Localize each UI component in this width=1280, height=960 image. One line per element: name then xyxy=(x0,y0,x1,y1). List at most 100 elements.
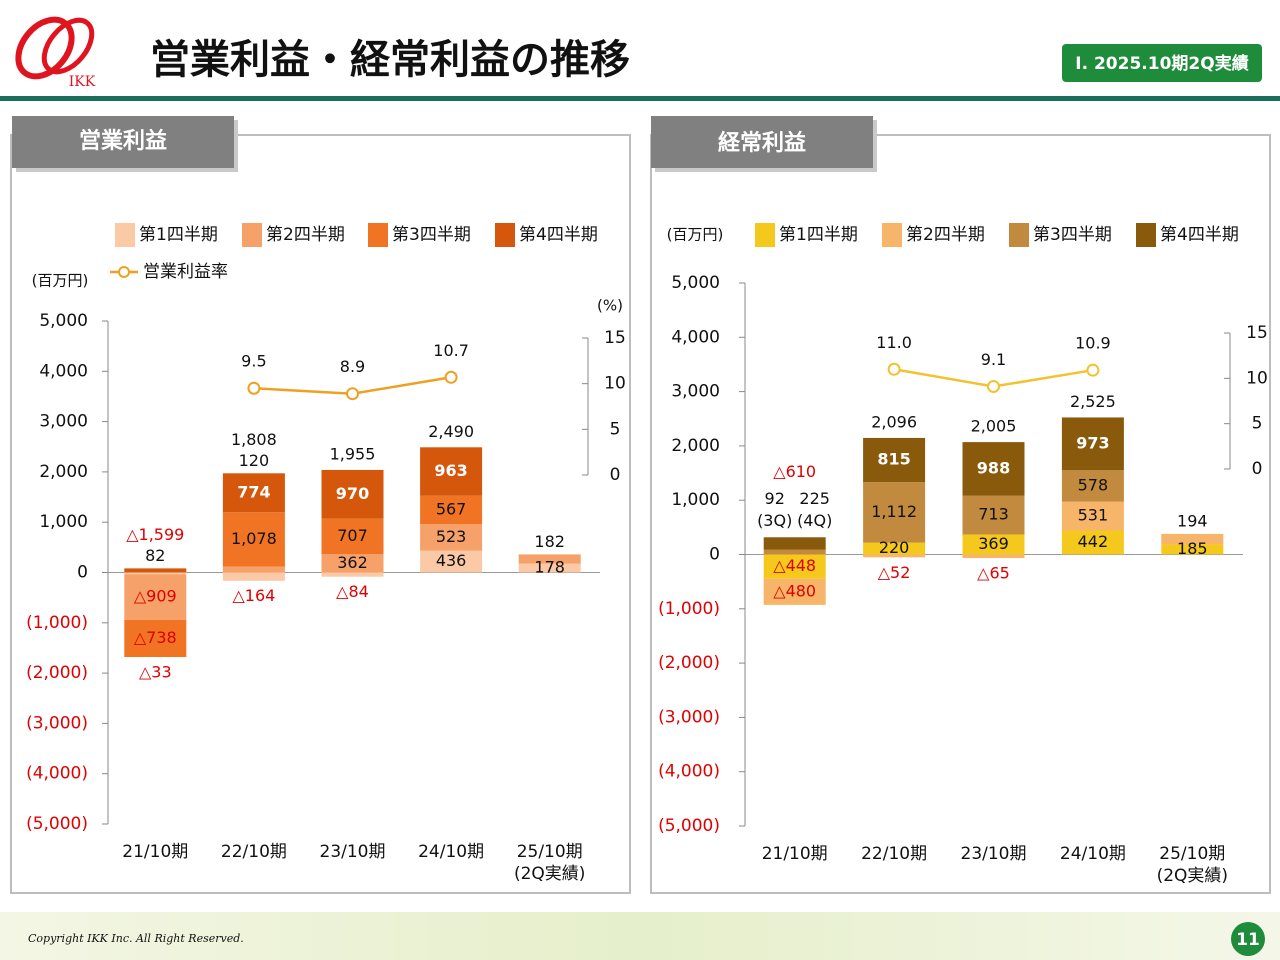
logo-text: IKK xyxy=(69,74,96,90)
x-tick-label: 21/10期 xyxy=(122,842,188,862)
x-tick-label: 21/10期 xyxy=(762,844,828,864)
data-label: △164 xyxy=(232,586,275,605)
bar-segment xyxy=(420,550,483,573)
data-label: 362 xyxy=(337,553,368,572)
data-label: △480 xyxy=(773,581,816,600)
line-label: 10.9 xyxy=(1075,334,1111,353)
bar-segment xyxy=(962,442,1025,496)
y-axis-label: (百万円) xyxy=(32,272,89,290)
y-tick-label: 3,000 xyxy=(39,412,88,432)
data-label: 713 xyxy=(978,505,1009,524)
legend-label: 第2四半期 xyxy=(266,225,345,245)
x-tick-label: 23/10期 xyxy=(320,842,386,862)
legend-swatch xyxy=(115,223,135,247)
y-tick-label: (3,000) xyxy=(658,707,720,727)
legend-marker xyxy=(118,266,130,278)
annotation: (3Q) xyxy=(757,511,792,530)
bar-segment xyxy=(518,563,581,573)
data-label: △738 xyxy=(134,628,177,647)
bar-segment xyxy=(763,578,826,605)
y-tick-label: 1,000 xyxy=(671,490,720,510)
page-title: 営業利益・経常利益の推移 xyxy=(150,37,630,83)
legend-label: 第4四半期 xyxy=(1160,225,1239,245)
y-tick-label: (1,000) xyxy=(26,613,88,633)
badge-text: Ⅰ. 2025.10期2Q実績 xyxy=(1075,53,1248,74)
panel-title: 営業利益 xyxy=(79,128,167,154)
data-label: 970 xyxy=(336,484,369,503)
data-label: 1,112 xyxy=(871,502,917,521)
line-label: 9.1 xyxy=(981,350,1006,369)
data-label: 194 xyxy=(1177,511,1208,530)
legend-label: 第3四半期 xyxy=(1033,225,1112,245)
x-tick-label: 25/10期(2Q実績) xyxy=(514,842,585,884)
y-tick-label: 4,000 xyxy=(671,327,720,347)
bar-segment xyxy=(222,572,285,581)
panel xyxy=(10,134,631,894)
line-marker xyxy=(987,379,1000,393)
bar-segment xyxy=(420,524,483,551)
data-label: △52 xyxy=(878,563,911,582)
bar-segment xyxy=(763,554,826,579)
data-label: △909 xyxy=(134,587,177,606)
legend-swatch xyxy=(1009,223,1029,247)
legend-label: 第4四半期 xyxy=(519,225,598,245)
logo: IKK xyxy=(15,16,96,90)
data-label: 578 xyxy=(1078,475,1109,494)
badge xyxy=(1062,44,1262,82)
data-label: △84 xyxy=(336,582,369,601)
y-tick-label: 2,000 xyxy=(671,436,720,456)
y2-tick-label: 10 xyxy=(1246,368,1268,388)
data-label: 973 xyxy=(1076,433,1109,452)
legend-swatch xyxy=(755,223,775,247)
x-tick-label: 24/10期 xyxy=(418,842,484,862)
legend-label: 第2四半期 xyxy=(906,225,985,245)
data-label: 1,078 xyxy=(231,529,277,548)
data-label: 523 xyxy=(436,527,467,546)
y2-tick-label: 0 xyxy=(1252,459,1263,479)
data-label: 82 xyxy=(145,546,165,565)
data-label: 707 xyxy=(337,526,368,545)
line-marker xyxy=(1086,363,1100,377)
y-tick-label: 2,000 xyxy=(39,462,88,482)
bar-segment xyxy=(222,473,285,513)
y-tick-label: 3,000 xyxy=(671,382,720,402)
total-label: 2,096 xyxy=(871,412,917,431)
bar-segment xyxy=(222,566,285,573)
bar-segment xyxy=(863,554,926,558)
y-tick-label: (5,000) xyxy=(658,816,720,836)
legend-label: 第3四半期 xyxy=(392,225,471,245)
panel-tab xyxy=(12,116,234,168)
data-label: 185 xyxy=(1177,539,1208,558)
y2-tick-label: 15 xyxy=(604,328,626,348)
x-tick-label: 22/10期 xyxy=(861,844,927,864)
panel-tab xyxy=(651,116,873,168)
legend-swatch xyxy=(368,223,388,247)
y-tick-label: 5,000 xyxy=(39,311,88,331)
x-tick-label: 25/10期(2Q実績) xyxy=(1157,844,1228,886)
total-label: 2,490 xyxy=(428,422,474,441)
bar-segment xyxy=(962,534,1025,555)
y-tick-label: 0 xyxy=(709,545,720,565)
line-label: 11.0 xyxy=(876,333,912,352)
data-label: 92 xyxy=(765,489,785,508)
y-tick-label: (2,000) xyxy=(658,653,720,673)
panel-title: 経常利益 xyxy=(718,130,806,156)
line-marker xyxy=(346,387,359,401)
bar-segment xyxy=(124,574,187,620)
bar-segment xyxy=(863,542,926,555)
bar-segment xyxy=(124,572,187,575)
y2-tick-label: 15 xyxy=(1246,323,1268,343)
data-label: 182 xyxy=(534,532,565,551)
y2-axis-label: (%) xyxy=(597,297,623,315)
data-label: △33 xyxy=(139,663,172,682)
line-label: 10.7 xyxy=(433,341,469,360)
y2-tick-label: 5 xyxy=(1252,414,1263,434)
data-label: 963 xyxy=(434,461,467,480)
y-tick-label: (3,000) xyxy=(26,713,88,733)
data-label: △65 xyxy=(977,564,1010,583)
bar-segment xyxy=(124,568,187,573)
bar-segment xyxy=(420,447,483,496)
panel xyxy=(650,134,1271,894)
header-rule xyxy=(0,96,1280,101)
